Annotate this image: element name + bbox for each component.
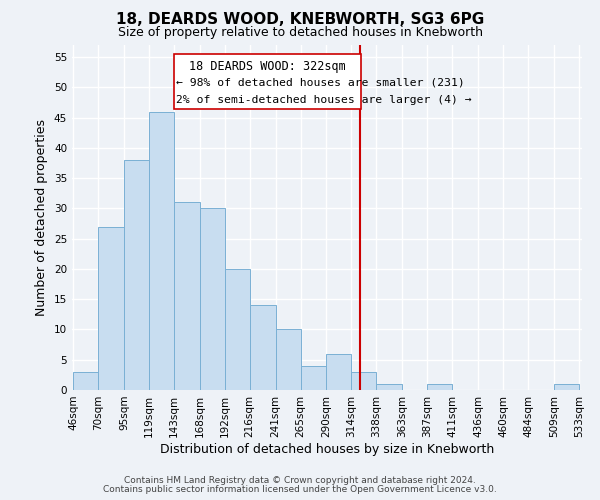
Text: 18, DEARDS WOOD, KNEBWORTH, SG3 6PG: 18, DEARDS WOOD, KNEBWORTH, SG3 6PG (116, 12, 484, 28)
Bar (73, 372, 98, 390)
Bar (554, 384, 579, 390)
Bar (224, 269, 250, 390)
Bar (250, 306, 275, 390)
X-axis label: Distribution of detached houses by size in Knebworth: Distribution of detached houses by size … (160, 442, 494, 456)
Text: ← 98% of detached houses are smaller (231): ← 98% of detached houses are smaller (23… (176, 77, 464, 87)
Bar (98, 226, 124, 390)
Text: Contains public sector information licensed under the Open Government Licence v3: Contains public sector information licen… (103, 485, 497, 494)
Bar (174, 202, 200, 390)
Bar (124, 160, 149, 390)
Text: 2% of semi-detached houses are larger (4) →: 2% of semi-detached houses are larger (4… (176, 95, 472, 105)
Bar (427, 384, 452, 390)
Y-axis label: Number of detached properties: Number of detached properties (35, 119, 49, 316)
FancyBboxPatch shape (174, 54, 361, 108)
Bar (149, 112, 174, 390)
Bar (275, 330, 301, 390)
Text: Size of property relative to detached houses in Knebworth: Size of property relative to detached ho… (118, 26, 482, 39)
Text: 18 DEARDS WOOD: 322sqm: 18 DEARDS WOOD: 322sqm (189, 60, 346, 73)
Text: Contains HM Land Registry data © Crown copyright and database right 2024.: Contains HM Land Registry data © Crown c… (124, 476, 476, 485)
Bar (352, 372, 376, 390)
Bar (326, 354, 352, 390)
Bar (200, 208, 224, 390)
Bar (301, 366, 326, 390)
Bar (376, 384, 403, 390)
